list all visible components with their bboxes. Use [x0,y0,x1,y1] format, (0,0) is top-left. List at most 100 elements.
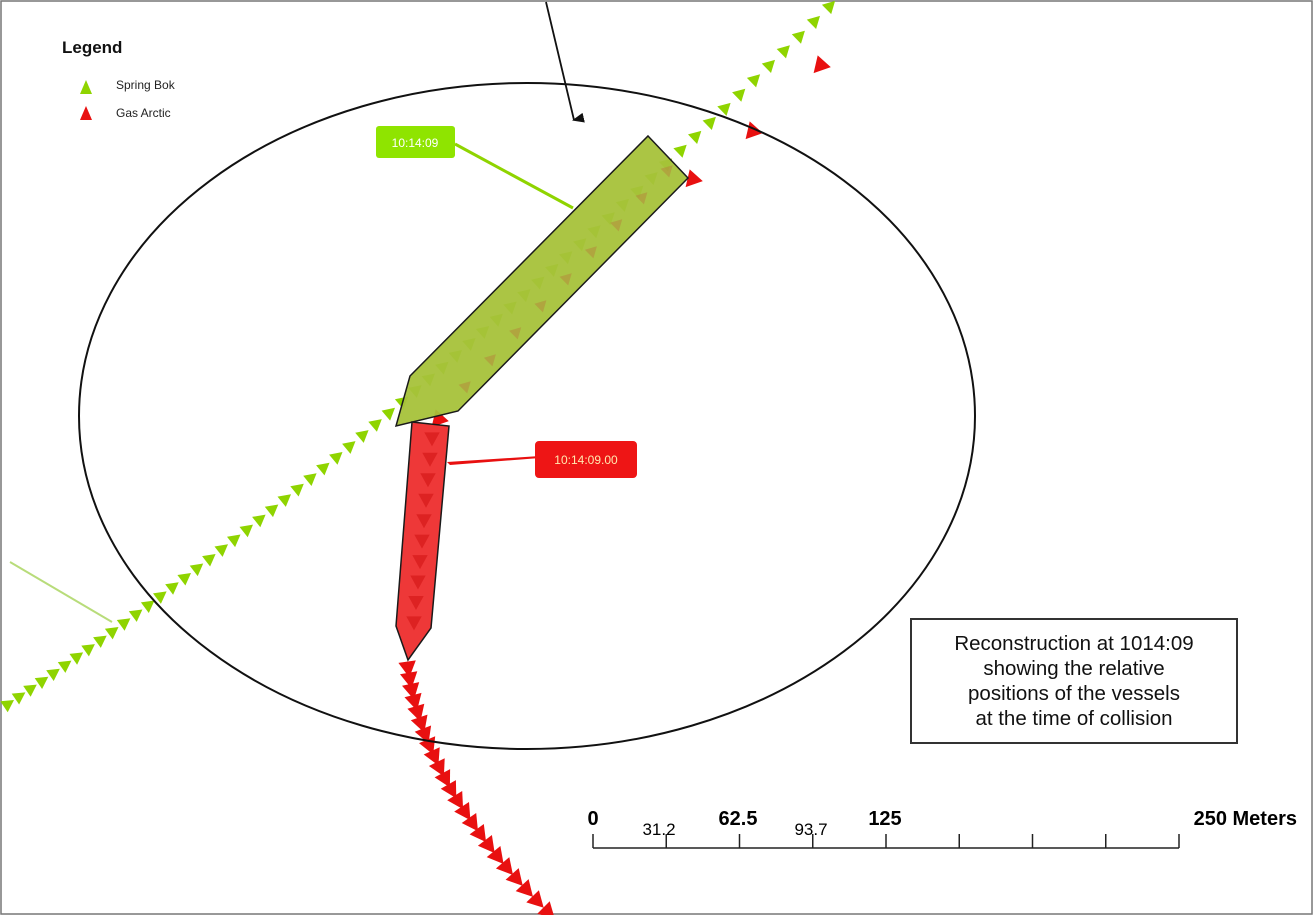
legend-title: Legend [62,38,122,57]
spring-bok-leader-line [454,142,574,210]
spring-bok-track-marker [368,419,382,432]
gas-arctic-track-marker [454,802,471,821]
gas-arctic-hull-marker [418,493,434,508]
gas-arctic-time-label: 10:14:09.00 [554,453,618,467]
gas-arctic-track-marker [486,846,504,864]
gas-arctic-track [398,55,831,915]
spring-bok-track-marker [355,430,369,443]
gas-arctic-leader-line [447,456,540,465]
spring-bok-track-marker [34,676,49,689]
spring-bok-track-marker [673,144,687,158]
spring-bok-hull-marker [584,246,597,259]
gas-arctic-track-marker [745,121,763,140]
spring-bok-track-marker [329,452,343,465]
caption-line-4: at the time of collision [975,707,1173,730]
pointer-arrow [545,1,585,123]
spring-bok-track-marker [214,544,228,557]
spring-bok-time-tag: 10:14:09 [376,126,455,158]
spring-bok-hull-marker [509,327,522,340]
spring-bok-hull-marker [483,354,496,367]
gas-arctic-hull-marker [408,596,424,610]
spring-bok-track-marker [140,600,155,613]
spring-bok-track-marker [116,618,131,631]
gas-arctic-hull-marker [422,452,438,467]
gas-arctic-hull-marker [414,534,430,549]
map-legend: Legend Spring Bok Gas Arctic [62,38,176,120]
gas-arctic-track-marker [813,55,831,74]
spring-bok-track-marker [189,563,204,577]
legend-gas-arctic-symbol [80,106,92,120]
spring-bok-track-marker [239,524,253,538]
spring-bok-track-marker [0,700,14,713]
spring-bok-track-marker [104,627,119,640]
spring-bok-track-marker [732,88,746,102]
legend-spring-bok-symbol [80,80,92,94]
gas-arctic-time-tag-bg [535,441,637,478]
spring-bok-track-marker [381,407,395,421]
gas-arctic-hull-marker [406,616,422,631]
gas-arctic-track-marker [515,879,533,897]
gas-arctic-track-marker [440,780,457,799]
spring-bok-track-marker [264,504,279,518]
spring-bok-track-marker [81,644,95,657]
spring-bok-time-tag-bg [376,126,455,158]
spring-bok-track-marker [23,684,37,697]
gas-arctic-track-marker [461,813,478,832]
spring-bok-hull-markers [458,165,673,394]
spring-bok-track-marker [821,0,836,15]
spring-bok-hull-marker [458,381,471,394]
spring-bok-track-marker [69,652,84,665]
spring-bok-track-marker [277,494,291,507]
spring-bok-track-marker [252,514,266,528]
spring-bok-hull [394,134,690,428]
spring-bok-track-marker [776,45,790,59]
spring-bok-track-marker [761,59,775,73]
legend-spring-bok-label: Spring Bok [116,78,176,92]
caption-line-1: Reconstruction at 1014:09 [954,632,1194,655]
gas-arctic-hull-marker [420,473,436,488]
gas-arctic-hull-marker [412,555,428,570]
gas-arctic-track-marker [423,747,440,766]
gas-arctic-track-marker [526,890,544,908]
scale-label-125: 125 [868,808,901,830]
spring-bok-hull-marker [559,273,572,286]
spring-bok-track-marker [11,692,26,705]
spring-bok-track-marker [46,668,60,681]
scale-label-31-2: 31.2 [642,820,675,839]
scale-label-0: 0 [587,808,598,830]
spring-bok-track-marker [316,462,330,476]
gas-arctic-hull-marker [410,575,426,590]
caption-line-2: showing the relative [983,657,1165,680]
gas-arctic-time-tag: 10:14:09.00 [535,441,637,478]
scale-bar: 0 31.2 62.5 93.7 125 250 Meters [587,808,1297,849]
spring-bok-wake-line [9,561,113,623]
spring-bok-track-marker [153,591,167,604]
spring-bok-hull-marker [635,192,648,205]
spring-bok-track-marker [702,116,716,130]
spring-bok-track-marker [128,609,143,622]
caption-line-3: positions of the vessels [968,682,1180,705]
gas-arctic-track-marker [469,824,487,843]
gas-arctic-track-marker [410,714,428,733]
legend-gas-arctic-label: Gas Arctic [116,106,171,120]
scale-bar-ticks [592,834,1180,848]
reconstruction-caption: Reconstruction at 1014:09 showing the re… [910,618,1238,744]
spring-bok-track-marker [303,473,317,486]
gas-arctic-track-marker [428,758,445,777]
spring-bok-time-label: 10:14:09 [392,136,439,150]
gas-arctic-track-marker [434,769,451,788]
scale-label-93-7: 93.7 [794,820,827,839]
spring-bok-track-marker [717,102,731,116]
spring-bok-track-marker [57,660,72,673]
spring-bok-track-marker [177,573,191,586]
gas-arctic-track-marker [495,857,513,875]
collision-area-ellipse [78,82,976,750]
gas-arctic-hull-marker [416,514,432,529]
gas-arctic-track-marker [400,671,418,689]
gas-arctic-track-marker [685,169,703,188]
spring-bok-hull-marker [534,300,547,313]
spring-bok-track-marker [93,635,107,648]
gas-arctic-track-marker [505,868,523,886]
